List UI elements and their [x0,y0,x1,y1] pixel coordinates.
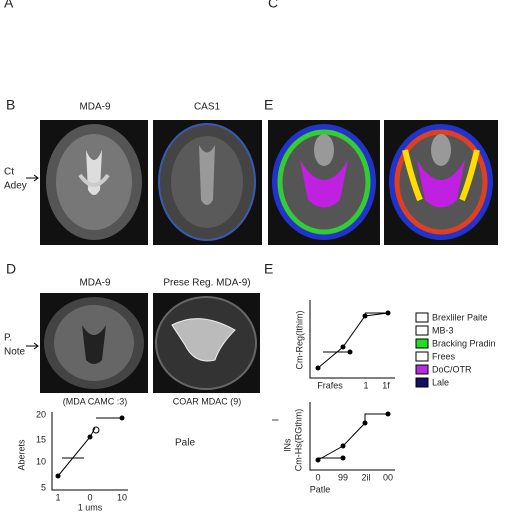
y-axis-label: I [270,419,280,422]
x-tick-label: 1 [55,492,60,502]
x-tick-label: 10 [117,492,127,502]
x-tick-label: 2il [361,472,370,482]
x-axis-label: Patle [310,484,331,494]
y-tick-label: 20 [36,409,46,419]
panel-letter: D [6,261,16,277]
brain-image [268,120,380,245]
x-tick-label: 0 [87,492,92,502]
arrow [26,174,39,182]
x-tick-label: 00 [383,472,393,482]
panel-letter: B [6,97,15,113]
legend-label: MB-3 [432,325,454,335]
x-axis-label: 1 ums [78,502,103,512]
legend-label: Brexliler Paite [432,312,488,322]
panel-letter: C [268,0,278,11]
brain-image [384,120,498,245]
brain-image [153,120,262,245]
column-header: MDA-9 [79,102,111,113]
x-tick-label: 0 [315,472,320,482]
y-tick-label: 10 [36,456,46,466]
plot [309,300,395,379]
plot [309,402,395,471]
brain-image [153,293,260,393]
brain-image [40,120,148,245]
y-axis-label: lNs [282,438,292,451]
plot [51,412,128,491]
side-label: Adey [4,181,27,192]
y-axis-label: Aberets [16,439,26,471]
legend-label: Frees [432,351,456,361]
column-header: CAS1 [194,102,221,113]
legend-label: Lale [432,377,449,387]
x-tick-label: 1 [363,380,368,390]
y-axis-label: Cm-Hs(RGthm) [293,409,303,472]
panel-letter: E [264,97,273,113]
x-tick-label: 99 [338,472,348,482]
side-label: Note [4,347,26,358]
legend [415,312,429,388]
legend-label: Bracking Pradin [432,338,496,348]
column-header: Prese Reg. MDA-9) [163,278,250,289]
note: Pale [175,438,195,449]
y-axis-label: Cm-Reg(Ithim) [294,310,304,369]
panel-letter: A [4,0,14,11]
side-label: Ct [4,167,14,178]
column-header: MDA-9 [79,278,111,289]
y-tick-label: 15 [36,434,46,444]
panel-letter: E [264,261,273,277]
legend-label: DoC/OTR [432,364,472,374]
x-tick-label: Frafes [317,380,343,390]
arrow [26,342,39,350]
caption: (MDA CAMC :3) [63,396,128,406]
side-label: P. [4,333,12,344]
brain-image [40,293,148,393]
x-tick-label: 1f [382,380,390,390]
y-tick-label: 5 [41,482,46,492]
caption: COAR MDAC (9) [173,396,242,406]
